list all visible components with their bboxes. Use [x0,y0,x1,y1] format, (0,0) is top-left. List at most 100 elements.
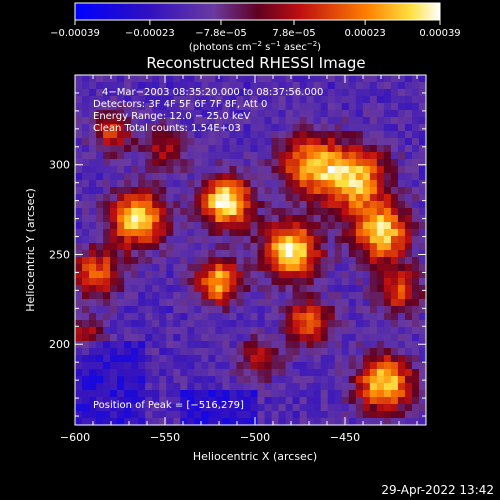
heatmap-cell [341,278,350,286]
heatmap-cell [341,264,350,272]
heatmap-cell [229,229,237,237]
heatmap-cell [285,404,294,412]
heatmap-cell [348,369,357,377]
heatmap-cell [390,320,399,328]
heatmap-cell [369,299,378,307]
heatmap-cell [250,404,258,412]
heatmap-cell [229,187,237,195]
heatmap-cell [166,159,174,167]
heatmap-cell [299,180,308,188]
heatmap-cell [138,271,146,279]
heatmap-cell [229,194,237,202]
heatmap-cell [404,75,413,83]
heatmap-cell [250,250,258,258]
heatmap-cell [89,152,97,160]
heatmap-cell [264,138,272,146]
heatmap-cell [117,75,125,83]
heatmap-cell [376,278,385,286]
heatmap-cell [215,194,223,202]
heatmap-cell [327,411,336,419]
heatmap-cell [110,243,118,251]
heatmap-cell [327,180,336,188]
heatmap-cell [369,173,378,181]
heatmap-cell [299,110,308,118]
heatmap-cell [397,292,406,300]
heatmap-cell [264,285,272,293]
heatmap-cell [138,138,146,146]
heatmap-cell [110,264,118,272]
heatmap-cell [348,411,357,419]
heatmap-cell [285,124,294,132]
heatmap-cell [264,117,272,125]
heatmap-cell [138,313,146,321]
heatmap-cell [173,341,181,349]
heatmap-cell [152,320,160,328]
heatmap-cell [397,264,406,272]
heatmap-cell [390,334,399,342]
heatmap-cell [89,110,97,118]
heatmap-cell [390,103,399,111]
heatmap-cell [145,103,153,111]
heatmap-cell [117,187,125,195]
y-tick-label: 300 [49,159,70,172]
heatmap-cell [418,159,427,167]
heatmap-cell [257,215,265,223]
heatmap-cell [215,306,223,314]
heatmap-cell [82,138,90,146]
heatmap-cell [348,82,357,90]
heatmap-cell [187,257,195,265]
heatmap-cell [201,201,209,209]
heatmap-cell [103,404,111,412]
heatmap-cell [166,292,174,300]
heatmap-cell [166,355,174,363]
heatmap-cell [82,285,90,293]
heatmap-cell [166,145,174,153]
heatmap-cell [201,292,209,300]
heatmap-cell [376,229,385,237]
heatmap-cell [299,411,308,419]
heatmap-cell [103,376,111,384]
heatmap-cell [173,159,181,167]
heatmap-cell [411,152,420,160]
heatmap-cell [180,236,188,244]
heatmap-cell [229,320,237,328]
heatmap-cell [369,222,378,230]
heatmap-cell [152,243,160,251]
heatmap-cell [236,243,244,251]
heatmap-cell [341,348,350,356]
heatmap-cell [411,250,420,258]
heatmap-cell [320,131,329,139]
heatmap-cell [369,166,378,174]
heatmap-cell [82,110,90,118]
heatmap-cell [404,187,413,195]
heatmap-cell [173,89,181,97]
heatmap-cell [313,138,322,146]
heatmap-cell [89,173,97,181]
heatmap-cell [82,306,90,314]
heatmap-cell [201,418,209,426]
heatmap-cell [250,75,258,83]
heatmap-cell [124,334,132,342]
heatmap-cell [103,292,111,300]
heatmap-cell [390,299,399,307]
heatmap-cell [110,285,118,293]
heatmap-cell [327,138,336,146]
heatmap-cell [222,236,230,244]
heatmap-cell [404,327,413,335]
heatmap-cell [208,173,216,181]
heatmap-cell [96,250,104,258]
heatmap-cell [166,187,174,195]
heatmap-cell [89,306,97,314]
heatmap-cell [334,166,343,174]
heatmap-cell [243,222,251,230]
heatmap-cell [82,257,90,265]
heatmap-cell [103,320,111,328]
heatmap-cell [278,187,286,195]
heatmap-cell [320,250,329,258]
heatmap-cell [145,355,153,363]
heatmap-cell [292,222,301,230]
heatmap-cell [411,229,420,237]
heatmap-cell [152,187,160,195]
heatmap-cell [292,348,301,356]
heatmap-cell [271,138,279,146]
